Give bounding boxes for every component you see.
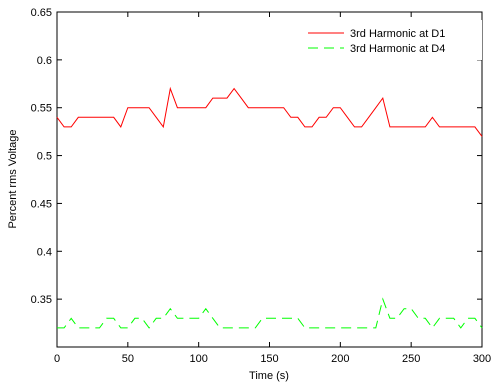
series-line-d1 bbox=[56, 86, 483, 137]
x-tick-label: 0 bbox=[54, 353, 60, 365]
x-tick-label: 250 bbox=[402, 353, 420, 365]
legend-label-d4: 3rd Harmonic at D4 bbox=[350, 43, 445, 55]
axis-ticks: 0 50 100 150 200 250 300 0.35 0.4 0.45 0.5 0.55 0.6 0… bbox=[31, 7, 492, 365]
y-tick-label: 0.45 bbox=[31, 198, 52, 210]
series-layer bbox=[56, 86, 483, 329]
y-tick-label: 0.5 bbox=[37, 151, 52, 163]
x-tick-label: 150 bbox=[260, 353, 278, 365]
legend: 3rd Harmonic at D1 3rd Harmonic at D4 bbox=[305, 20, 482, 60]
y-tick-label: 0.55 bbox=[31, 103, 52, 115]
plot-area bbox=[56, 11, 483, 348]
y-axis-label: Percent rms Voltage bbox=[7, 129, 19, 228]
x-tick-label: 100 bbox=[189, 353, 207, 365]
y-tick-label: 0.65 bbox=[31, 7, 52, 19]
x-tick-label: 50 bbox=[122, 353, 134, 365]
legend-label-d1: 3rd Harmonic at D1 bbox=[350, 28, 445, 40]
legend-box bbox=[305, 20, 482, 60]
y-tick-label: 0.4 bbox=[37, 246, 52, 258]
x-tick-label: 200 bbox=[331, 353, 349, 365]
y-tick-label: 0.6 bbox=[37, 55, 52, 67]
y-tick-label: 0.35 bbox=[31, 294, 52, 306]
series-line-d4 bbox=[57, 297, 483, 329]
x-axis-label: Time (s) bbox=[249, 370, 289, 382]
x-tick-label: 300 bbox=[473, 353, 491, 365]
